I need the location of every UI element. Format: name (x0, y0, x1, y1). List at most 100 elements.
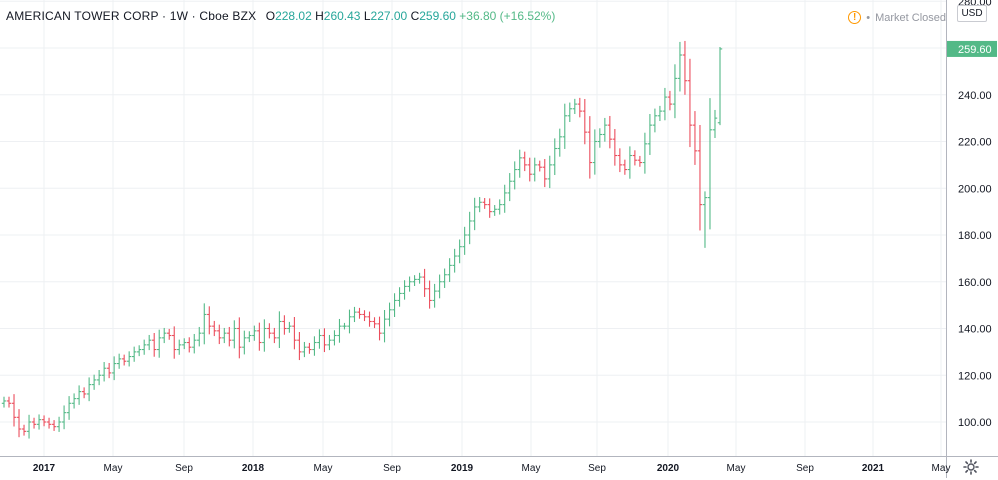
ohlc-bar (26, 414, 32, 439)
ohlc-bar (96, 370, 102, 386)
ohlc-bar (667, 90, 673, 111)
ohlc-bar (152, 332, 157, 357)
ohlc-bar (377, 316, 382, 341)
ohlc-bar (91, 374, 97, 390)
ohlc-bar (227, 326, 232, 347)
currency-badge[interactable]: USD (957, 5, 987, 22)
ohlc-bar (242, 330, 247, 355)
ohlc-bar (552, 138, 557, 176)
low-label: L (363, 9, 371, 23)
warning-icon[interactable]: ! (848, 11, 862, 24)
ohlc-bar (482, 198, 487, 209)
ohlc-bar (207, 306, 212, 335)
ohlc-bar (397, 287, 402, 307)
close-value: 259.60 (419, 9, 456, 23)
ohlc-bar (422, 268, 427, 297)
ohlc-bar (31, 417, 37, 429)
y-tick-label: 220.00 (958, 137, 992, 149)
ohlc-bar (707, 98, 713, 230)
ohlc-bar (447, 258, 452, 282)
ohlc-bar (362, 310, 367, 322)
x-tick-label: Sep (383, 463, 401, 474)
ohlc-bar (502, 184, 507, 213)
ohlc-bar (627, 146, 633, 179)
x-tick-label: 2019 (451, 463, 474, 474)
ohlc-bar (16, 409, 22, 438)
ohlc-bar (21, 424, 27, 436)
ohlc-bar (141, 339, 147, 355)
gear-icon[interactable] (963, 459, 979, 475)
y-tick-label: 160.00 (958, 277, 992, 289)
x-tick-label: Sep (175, 463, 193, 474)
ohlc-bar (41, 415, 47, 427)
ohlc-bar (71, 393, 77, 409)
ohlc-bar (372, 317, 377, 329)
ohlc-bar (232, 320, 237, 349)
ohlc-bar (121, 354, 127, 366)
low-value: 227.00 (370, 9, 408, 23)
y-tick-label: 140.00 (958, 324, 992, 336)
ohlc-bar (557, 128, 562, 157)
y-tick-label: 200.00 (958, 183, 992, 195)
ohlc-bar (46, 417, 52, 429)
ohlc-bar (577, 97, 583, 118)
ohlc-bar (682, 40, 688, 95)
ohlc-bar (287, 321, 292, 333)
ohlc-bar (172, 326, 177, 359)
ohlc-bar (36, 414, 42, 430)
ohlc-bar (202, 303, 207, 345)
ohlc-bar (222, 327, 227, 344)
symbol-title: AMERICAN TOWER CORP · 1W · Cboe BZX (6, 9, 257, 23)
ohlc-bar (307, 342, 312, 354)
ohlc-bar (317, 329, 322, 349)
ohlc-bar (657, 105, 663, 122)
ohlc-bar (277, 311, 282, 348)
ohlc-bar (452, 248, 457, 273)
ohlc-bar (492, 205, 497, 216)
ohlc-bar (267, 323, 272, 339)
ohlc-bar (407, 276, 412, 292)
ohlc-bar (147, 334, 152, 351)
ohlc-bar (567, 102, 572, 123)
ohlc-bar (392, 293, 397, 317)
ohlc-bar (252, 325, 257, 341)
ohlc-bar (257, 322, 262, 351)
market-status[interactable]: ! • Market Closed (848, 11, 946, 24)
ohlc-bar (101, 362, 107, 382)
ohlc-bar (712, 109, 718, 138)
ohlc-bar (542, 159, 547, 188)
ohlc-bar (111, 356, 117, 381)
x-tick-label: May (727, 463, 746, 474)
ohlc-bar (302, 341, 307, 358)
ohlc-bar (647, 114, 653, 155)
ohlc-bar (312, 336, 317, 356)
ohlc-bar (66, 396, 72, 420)
ohlc-bar (157, 329, 162, 358)
ohlc-bar (582, 99, 588, 145)
ohlc-bar (672, 64, 678, 119)
ohlc-bar (212, 320, 217, 337)
x-tick-label: Sep (588, 463, 606, 474)
high-label: H (315, 9, 324, 23)
ohlc-bar (1, 396, 7, 408)
ohlc-bar (602, 117, 608, 142)
ohlc-bar (86, 377, 92, 402)
ohlc-bar (677, 41, 683, 92)
ohlc-bar (56, 416, 62, 432)
ohlc-bar (532, 157, 537, 182)
open-value: 228.02 (275, 9, 312, 23)
ohlc-bar (61, 405, 67, 430)
ohlc-bar (217, 324, 222, 345)
x-tick-label: 2018 (242, 463, 265, 474)
x-tick-label: May (104, 463, 123, 474)
ohlc-bar (76, 385, 82, 405)
ohlc-bar (187, 337, 192, 353)
x-tick-label: 2020 (657, 463, 680, 474)
ohlc-bar (687, 58, 693, 148)
ohlc-bar (597, 128, 603, 148)
ohlc-bar (637, 155, 643, 167)
ohlc-bar (512, 161, 517, 190)
status-dot: • (866, 11, 871, 24)
